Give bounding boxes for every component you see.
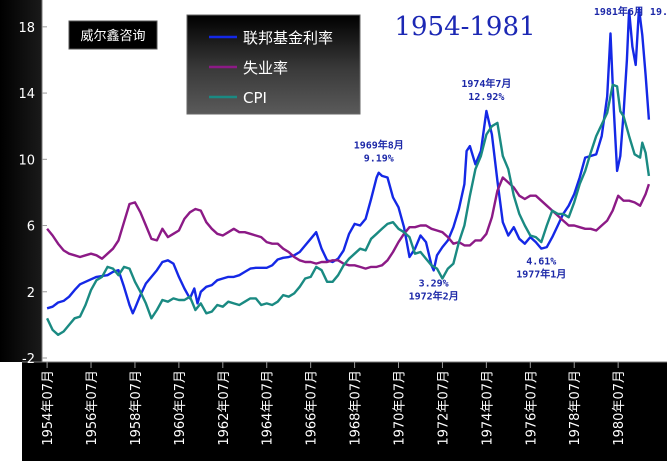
x-tick-label: 1974年07月: [480, 370, 495, 446]
y-tick-labels: -2 2 6 10 14 18: [18, 21, 47, 367]
annotation-label: 9.19%: [364, 154, 394, 165]
brand-box: [68, 20, 158, 50]
chart-title: 1954-1981: [394, 12, 535, 42]
x-tick-label: 1976年07月: [524, 370, 539, 446]
x-tick-label: 1970年07月: [393, 370, 408, 446]
series-line-fed-funds: [46, 7, 651, 315]
x-tick-label: 1966年07月: [305, 370, 320, 446]
series-layer: [46, 7, 651, 336]
x-tick-label: 1960年07月: [173, 370, 188, 446]
y-tick-label: 2: [27, 286, 35, 301]
legend-label-unemployment: 失业率: [243, 59, 288, 77]
x-tick-label: 1972年07月: [436, 370, 451, 446]
legend: 联邦基金利率 失业率 CPI: [186, 14, 361, 115]
brand-label: 威尔鑫咨询: [80, 28, 145, 44]
y-axis-strip: [0, 0, 42, 362]
y-tick-label: -2: [22, 352, 35, 367]
x-tick-label: 1980年07月: [612, 370, 627, 446]
y-tick-label: 14: [18, 87, 35, 102]
x-tick-label: 1964年07月: [261, 370, 276, 446]
annotation-label: 1969年8月: [354, 139, 404, 152]
annotation-label: 4.61%: [526, 257, 556, 268]
x-tick-labels: 1954年07月 1956年07月 1958年07月 1960年07月 1962年07月…: [41, 362, 627, 446]
annotation-label: 1974年7月: [461, 77, 511, 90]
legend-label-cpi: CPI: [243, 89, 267, 107]
x-tick-label: 1956年07月: [85, 370, 100, 446]
legend-label-fed-funds: 联邦基金利率: [243, 29, 333, 47]
annotation-label: 1981年6月 19.1%: [594, 5, 667, 18]
annotation-label: 12.92%: [468, 92, 504, 103]
x-tick-label: 1958年07月: [129, 370, 144, 446]
x-tick-label: 1968年07月: [349, 370, 364, 446]
series-line-unemployment: [46, 176, 651, 270]
annotation-label: 3.29%: [419, 278, 449, 289]
series-line-cpi: [46, 83, 651, 336]
y-tick-label: 18: [18, 21, 35, 36]
y-tick-label: 10: [18, 153, 35, 168]
y-tick-label: 6: [27, 220, 35, 235]
x-tick-label: 1978年07月: [568, 370, 583, 446]
x-axis-strip: [22, 362, 667, 461]
annotation-label: 1972年2月: [409, 289, 459, 302]
x-tick-label: 1954年07月: [41, 370, 56, 446]
annotations: 1969年8月 9.19% 3.29%1972年2月 1974年7月 12.92% 4.6…: [354, 5, 667, 302]
annotation-label: 1977年1月: [516, 268, 566, 281]
x-tick-label: 1962年07月: [217, 370, 232, 446]
